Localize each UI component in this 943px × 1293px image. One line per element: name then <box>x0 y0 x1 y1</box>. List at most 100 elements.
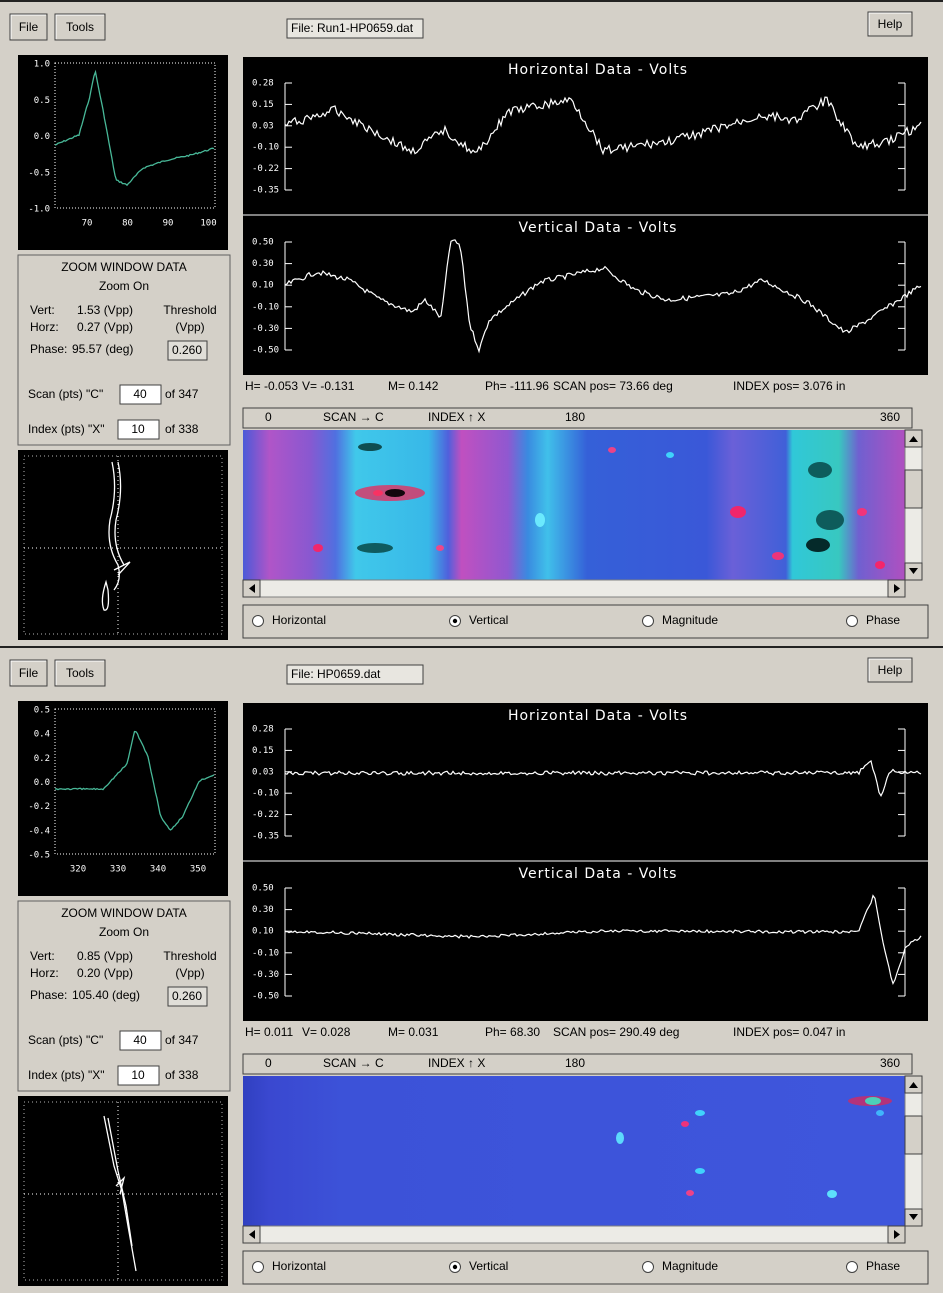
scan-header-label: SCAN → C <box>323 410 384 424</box>
radio-label: Vertical <box>469 613 508 627</box>
radio-label: Phase <box>866 613 900 627</box>
scan-header-label: 360 <box>880 410 900 424</box>
tools-menu-button-label: Tools <box>66 20 94 34</box>
waveform-background <box>243 703 928 1021</box>
y-tick-label: 0.10 <box>252 927 274 937</box>
help-button[interactable]: Help <box>868 658 912 682</box>
index-of: of 338 <box>165 422 199 436</box>
c-scan-spot <box>876 1110 884 1116</box>
index-label: Index (pts) "X" <box>28 422 105 436</box>
scan-header-label: 0 <box>265 410 272 424</box>
c-scan-spot <box>730 506 746 518</box>
zoom-status: Zoom On <box>99 925 149 939</box>
help-button[interactable]: Help <box>868 12 912 36</box>
y-tick-label: -0.30 <box>252 970 279 980</box>
y-tick-label: 0.30 <box>252 259 274 269</box>
scroll-thumb[interactable] <box>905 1116 922 1154</box>
radio-circle <box>643 616 654 627</box>
y-tick-label: -0.50 <box>252 346 279 356</box>
file-menu-button[interactable]: File <box>10 14 47 40</box>
threshold-label: Threshold <box>163 949 216 963</box>
y-tick-label: 0.30 <box>252 905 274 915</box>
radio-label: Vertical <box>469 1259 508 1273</box>
y-tick-label: -0.22 <box>252 810 279 820</box>
y-tick-label: 0.15 <box>252 100 274 110</box>
vert-value: 0.85 (Vpp) <box>77 949 133 963</box>
radio-circle <box>847 1262 858 1273</box>
y-tick-label: -0.10 <box>252 789 279 799</box>
c-scan-spot <box>875 561 885 569</box>
file-label: File: Run1-HP0659.dat <box>291 21 414 35</box>
radio-circle <box>253 616 264 627</box>
c-scan-spot <box>385 489 405 497</box>
file-menu-button-label: File <box>19 666 39 680</box>
y-tick-label: 0.28 <box>252 79 274 89</box>
scan-header-label: INDEX ↑ X <box>428 1056 485 1070</box>
c-scan-spot <box>357 543 393 553</box>
y-tick-label: -0.30 <box>252 324 279 334</box>
plot-title: Horizontal Data - Volts <box>508 708 688 724</box>
zoom-y-tick-label: 1.0 <box>34 60 50 70</box>
c-scan-spot <box>358 443 382 451</box>
help-button-label: Help <box>878 17 903 31</box>
vert-label: Vert: <box>30 303 55 317</box>
zoom-y-tick-label: -0.4 <box>28 826 50 836</box>
scan-label: Scan (pts) "C" <box>28 387 103 401</box>
readout: INDEX pos= 3.076 in <box>733 379 845 393</box>
c-scan-image[interactable] <box>243 1076 905 1226</box>
zoom-data-title: ZOOM WINDOW DATA <box>61 260 187 274</box>
plot-title: Vertical Data - Volts <box>519 220 678 236</box>
c-scan-image[interactable] <box>243 430 905 580</box>
c-scan-spot <box>535 513 545 527</box>
radio-label: Magnitude <box>662 613 718 627</box>
scroll-thumb[interactable] <box>905 470 922 508</box>
horizontal-scrollbar[interactable] <box>243 1226 905 1243</box>
zoom-y-tick-label: -0.5 <box>28 168 50 178</box>
y-tick-label: -0.22 <box>252 164 279 174</box>
c-scan-spot <box>373 490 383 496</box>
zoom-x-tick-label: 80 <box>122 219 133 229</box>
c-scan-spot <box>608 447 616 453</box>
zoom-data-title: ZOOM WINDOW DATA <box>61 906 187 920</box>
zoom-y-tick-label: 0.0 <box>34 132 50 142</box>
scan-of: of 347 <box>165 1033 199 1047</box>
radio-label: Magnitude <box>662 1259 718 1273</box>
zoom-x-tick-label: 340 <box>150 865 166 875</box>
file-menu-button-label: File <box>19 20 39 34</box>
c-scan-spot <box>436 545 444 551</box>
c-scan-spot <box>313 544 323 552</box>
radio-circle <box>847 616 858 627</box>
horz-value: 0.20 (Vpp) <box>77 966 133 980</box>
file-menu-button[interactable]: File <box>10 660 47 686</box>
readout: H= 0.011 <box>245 1025 293 1039</box>
index-value: 10 <box>131 422 145 436</box>
c-scan-base <box>243 430 905 580</box>
radio-dot <box>453 619 457 623</box>
readout: Ph= 68.30 <box>485 1025 540 1039</box>
y-tick-label: -0.10 <box>252 948 279 958</box>
zoom-x-tick-label: 320 <box>70 865 86 875</box>
zoom-y-tick-label: 0.4 <box>34 730 50 740</box>
zoom-x-tick-label: 350 <box>190 865 206 875</box>
tools-menu-button[interactable]: Tools <box>55 14 105 40</box>
y-tick-label: -0.10 <box>252 302 279 312</box>
scan-label: Scan (pts) "C" <box>28 1033 103 1047</box>
scan-value: 40 <box>133 1033 147 1047</box>
zoom-x-tick-label: 90 <box>163 219 174 229</box>
scan-header-label: 180 <box>565 410 585 424</box>
readout: SCAN pos= 290.49 deg <box>553 1025 679 1039</box>
tools-menu-button[interactable]: Tools <box>55 660 105 686</box>
threshold-label: Threshold <box>163 303 216 317</box>
readout: M= 0.031 <box>388 1025 439 1039</box>
readout: V= 0.028 <box>302 1025 351 1039</box>
index-label: Index (pts) "X" <box>28 1068 105 1082</box>
readout: M= 0.142 <box>388 379 439 393</box>
scan-of: of 347 <box>165 387 199 401</box>
scan-header-label: 0 <box>265 1056 272 1070</box>
c-scan-spot <box>616 1132 624 1144</box>
c-scan-spot <box>772 552 784 560</box>
horizontal-scrollbar[interactable] <box>243 580 905 597</box>
tools-menu-button-label: Tools <box>66 666 94 680</box>
vert-value: 1.53 (Vpp) <box>77 303 133 317</box>
